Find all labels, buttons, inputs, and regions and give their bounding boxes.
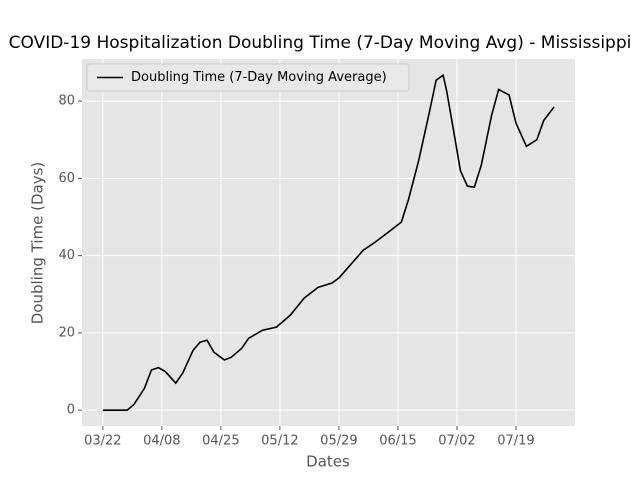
x-tick-label: 05/12 xyxy=(261,434,298,449)
x-tick-label: 07/02 xyxy=(438,434,475,449)
x-tick-label: 07/19 xyxy=(497,434,534,449)
y-axis-label: Doubling Time (Days) xyxy=(29,162,47,325)
x-tick-label: 04/25 xyxy=(202,434,239,449)
y-tick-label: 0 xyxy=(67,403,75,418)
y-tick-label: 20 xyxy=(58,325,75,340)
x-tick-label: 03/22 xyxy=(84,434,121,449)
y-tick-label: 60 xyxy=(58,171,75,186)
x-tick-label: 05/29 xyxy=(320,434,357,449)
legend-box xyxy=(86,63,410,92)
x-tick-label: 06/15 xyxy=(379,434,416,449)
y-tick-label: 80 xyxy=(58,94,75,109)
data-line xyxy=(102,73,555,411)
x-tick-label: 04/08 xyxy=(143,434,180,449)
legend-label: Doubling Time (7-Day Moving Average) xyxy=(131,70,387,85)
chart-title: COVID-19 Hospitalization Doubling Time (… xyxy=(9,33,632,53)
y-tick-label: 40 xyxy=(58,248,75,263)
x-axis-label: Dates xyxy=(306,453,350,471)
plot-area xyxy=(82,59,575,426)
